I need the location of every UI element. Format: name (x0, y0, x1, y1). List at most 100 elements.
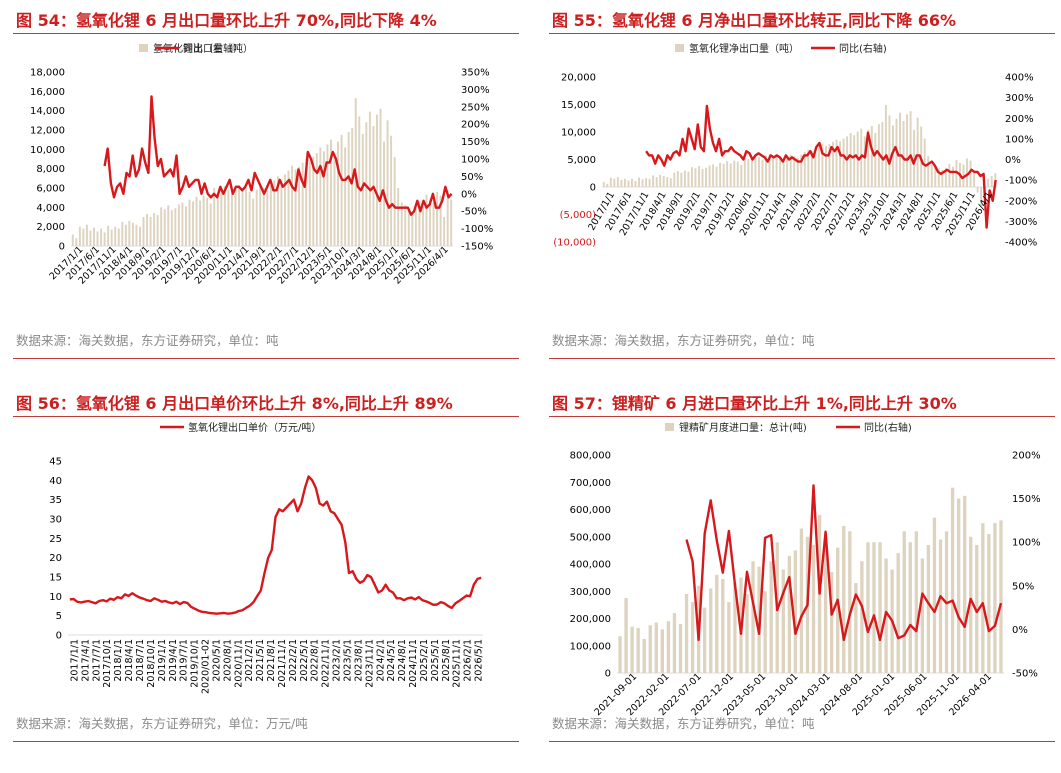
legend-bar-swatch (675, 44, 684, 52)
title-divider (13, 416, 519, 417)
bar (259, 186, 262, 246)
y2-axis-tick-label: 350% (461, 68, 490, 79)
bar (641, 179, 644, 187)
x-axis-tick-label: 2020/11/1 (233, 639, 244, 688)
bar (329, 139, 332, 246)
bar (96, 231, 99, 246)
bar (821, 143, 824, 187)
bar (386, 120, 389, 246)
x-axis-tick-label: 2023/8/1 (353, 639, 364, 682)
bar (291, 165, 294, 246)
bar (866, 542, 870, 673)
bar (765, 155, 767, 187)
y-axis-tick-label: 400,000 (570, 560, 611, 571)
bar (379, 108, 382, 246)
bar (705, 167, 708, 187)
line-series (645, 104, 997, 229)
bar (107, 225, 110, 246)
bar (909, 111, 912, 187)
bar (174, 208, 177, 246)
bar (715, 574, 719, 673)
bar (789, 155, 792, 187)
bar (645, 178, 648, 187)
x-axis-tick-label: 2024/2/1 (375, 639, 386, 682)
bar (135, 224, 138, 246)
y-axis-tick-label: 200,000 (570, 614, 611, 625)
x-axis-tick-label: 2019/1/1 (157, 639, 168, 682)
bar (93, 227, 95, 246)
bar (393, 157, 396, 246)
bar (703, 607, 707, 673)
bar (888, 115, 891, 187)
y2-axis-tick-label: -400% (1005, 238, 1037, 249)
source-note: 数据来源：海关数据，东方证券研究，单位：吨 (552, 716, 815, 731)
chart-panel-54: 图 54：氢氧化锂 6 月出口量环比上升 70%,同比下降 4% 氢氧化锂出口量… (13, 0, 519, 375)
bar (245, 188, 248, 246)
bar (745, 593, 749, 673)
bar (768, 154, 771, 187)
x-axis-tick-label: 2023/11/1 (364, 639, 375, 688)
chart-panel-56: 图 56：氢氧化锂 6 月出口单价环比上升 8%,同比上升 89% 氢氧化锂出口… (13, 383, 519, 758)
y-axis-tick-label: 800,000 (570, 451, 611, 462)
bar (913, 129, 916, 187)
y-axis-tick-label: (10,000) (553, 238, 596, 249)
bar (733, 160, 736, 187)
bar (836, 547, 840, 673)
bar (443, 217, 446, 246)
bar (811, 544, 816, 673)
bar (659, 174, 662, 187)
bar (881, 122, 884, 187)
bar (976, 187, 979, 193)
y2-axis-tick-label: 150% (461, 137, 490, 148)
bar (209, 203, 212, 246)
bar (347, 131, 350, 246)
legend-label: 同比（右轴） (183, 42, 243, 55)
bar (902, 531, 906, 673)
bar (993, 523, 997, 673)
bar (375, 114, 378, 247)
x-axis-tick-label: 2018/10/1 (146, 639, 157, 688)
bar (721, 578, 725, 673)
bar (902, 121, 905, 187)
bar (280, 179, 283, 246)
bar (361, 133, 364, 246)
bar (683, 170, 686, 187)
bar (727, 602, 731, 673)
bar (287, 170, 290, 246)
bar (899, 112, 901, 187)
y2-axis-tick-label: 200% (1012, 451, 1041, 462)
x-axis-tick-label: 2023/2/1 (332, 639, 343, 682)
bar (404, 205, 407, 246)
bar (698, 166, 700, 187)
y-axis-tick-label: 5,000 (567, 155, 596, 166)
bar (712, 164, 715, 187)
bar (775, 156, 778, 187)
bar (956, 498, 961, 673)
bar (969, 536, 973, 673)
bar (234, 187, 237, 246)
bar (322, 151, 325, 246)
bar (944, 167, 947, 187)
source-note: 数据来源：海关数据，东方证券研究，单位：万元/吨 (16, 716, 308, 731)
bar (842, 138, 845, 187)
bar (337, 141, 340, 246)
bar (439, 195, 442, 246)
bar (926, 544, 931, 673)
bar (100, 228, 103, 246)
title-divider (13, 33, 519, 34)
bar (114, 226, 117, 246)
bar (938, 539, 943, 673)
bar (655, 177, 658, 187)
y-axis-tick-label: 500,000 (570, 532, 611, 543)
bar (326, 144, 329, 246)
x-axis-tick-label: 2017/7/1 (91, 639, 102, 682)
bar (432, 202, 435, 246)
y-axis-tick-label: 14,000 (30, 106, 65, 117)
title-divider (549, 416, 1055, 417)
y-axis-tick-label: 0 (605, 669, 611, 680)
bar (85, 224, 88, 246)
bar (642, 638, 646, 673)
y2-axis-tick-label: -300% (1005, 217, 1037, 228)
bar (969, 160, 972, 187)
legend-label: 氢氧化锂净出口量（吨） (689, 42, 799, 55)
